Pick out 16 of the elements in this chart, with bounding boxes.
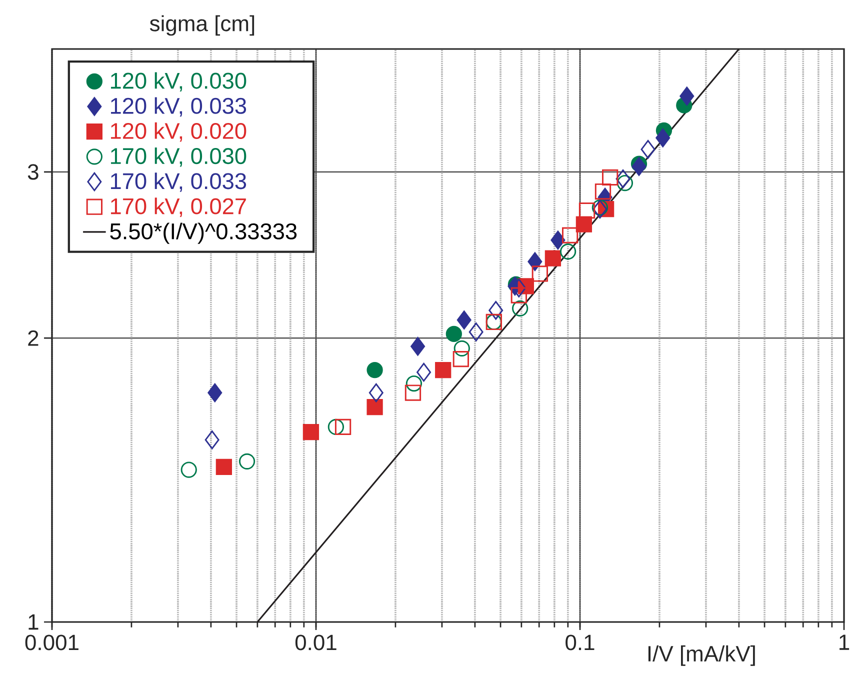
x-tick-label: 1 <box>840 634 850 650</box>
y-tick-label: 2 <box>28 330 38 346</box>
legend-label: 170 kV, 0.030 <box>111 147 246 167</box>
legend-label: 170 kV, 0.027 <box>111 198 246 217</box>
y-axis-title: sigma [cm] <box>150 15 254 36</box>
x-tick-label: 0.001 <box>25 634 78 650</box>
y-tick-label: 1 <box>28 614 38 630</box>
x-tick-label: 0.1 <box>566 634 594 650</box>
legend-label: 120 kV, 0.030 <box>111 72 246 92</box>
legend-label: 5.50*(I/V)^0.33333 <box>110 222 297 244</box>
x-tick-label: 0.01 <box>295 634 336 650</box>
legend-label: 170 kV, 0.033 <box>111 172 246 192</box>
x-axis-title: I/V [mA/kV] <box>648 645 755 666</box>
legend-label: 120 kV, 0.033 <box>111 97 246 117</box>
legend-label: 120 kV, 0.020 <box>111 122 246 142</box>
y-tick-label: 3 <box>28 164 38 180</box>
